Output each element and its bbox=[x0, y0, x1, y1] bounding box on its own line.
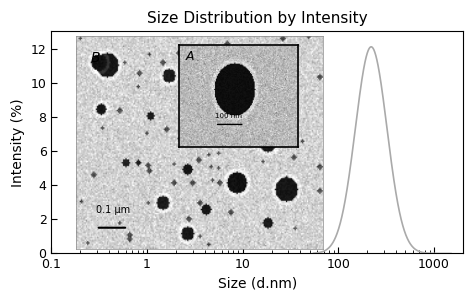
Y-axis label: Intensity (%): Intensity (%) bbox=[11, 98, 25, 187]
X-axis label: Size (d.nm): Size (d.nm) bbox=[218, 277, 297, 291]
Title: Size Distribution by Intensity: Size Distribution by Intensity bbox=[147, 11, 367, 26]
